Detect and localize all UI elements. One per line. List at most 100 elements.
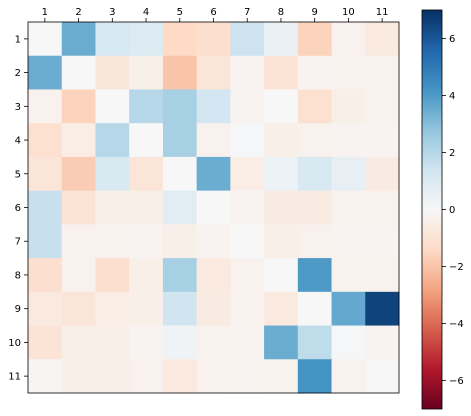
heatmap-cell-r1-c10 [331, 22, 366, 57]
heatmap-cell-r6-c5 [162, 190, 198, 225]
heatmap-cell-r6-c8 [264, 190, 299, 225]
colorbar-tick-label: 2 [449, 148, 455, 159]
y-tick-label: 1 [15, 34, 21, 45]
heatmap-cell-r7-c10 [331, 224, 366, 259]
heatmap-cell-r1-c3 [95, 22, 130, 57]
heatmap-cell-r9-c9 [297, 291, 333, 327]
heatmap-cell-r7-c9 [297, 224, 333, 259]
x-tick-label: 11 [376, 7, 389, 18]
colorbar-tick-label: 4 [449, 91, 455, 102]
heatmap-cell-r5-c1 [28, 156, 63, 192]
heatmap-cell-r1-c11 [365, 22, 400, 57]
heatmap-cell-r8-c5 [162, 258, 198, 293]
heatmap-cell-r5-c2 [61, 156, 96, 192]
x-tick-label: 1 [42, 7, 48, 18]
heatmap-cell-r4-c2 [61, 123, 96, 158]
y-tick-label: 11 [8, 372, 21, 383]
heatmap-cell-r5-c4 [129, 156, 164, 192]
heatmap-cell-r6-c4 [129, 190, 164, 225]
heatmap-cell-r4-c6 [196, 123, 231, 158]
heatmap-cell-r10-c3 [95, 325, 130, 360]
heatmap-cell-r7-c7 [230, 224, 265, 259]
heatmap-cell-r6-c10 [331, 190, 366, 225]
colorbar-tick-label: −2 [449, 262, 464, 273]
heatmap-cell-r11-c8 [264, 359, 299, 394]
heatmap-cell-r3-c4 [129, 89, 164, 124]
heatmap-cell-r9-c8 [264, 291, 299, 327]
heatmap-cell-r7-c11 [365, 224, 400, 259]
heatmap-cell-r9-c5 [162, 291, 198, 327]
heatmap-cell-r11-c5 [162, 359, 198, 394]
heatmap-cell-r4-c8 [264, 123, 299, 158]
heatmap-cell-r5-c8 [264, 156, 299, 192]
heatmap-cell-r11-c2 [61, 359, 96, 394]
heatmap-cell-r2-c4 [129, 55, 164, 90]
y-tick-label: 9 [15, 304, 21, 315]
heatmap-cell-r9-c2 [61, 291, 96, 327]
heatmap-cell-r7-c4 [129, 224, 164, 259]
heatmap-cell-r2-c11 [365, 55, 400, 90]
heatmap-cell-r2-c2 [61, 55, 96, 90]
x-tick-label: 7 [244, 7, 250, 18]
heatmap-cell-r7-c8 [264, 224, 299, 259]
x-tick-label: 4 [143, 7, 149, 18]
heatmap-cell-r2-c7 [230, 55, 265, 90]
heatmap-cell-r8-c6 [196, 258, 231, 293]
heatmap-cell-r3-c1 [28, 89, 63, 124]
heatmap-cell-r11-c4 [129, 359, 164, 394]
heatmap-cell-r4-c5 [162, 123, 198, 158]
heatmap-cell-r9-c3 [95, 291, 130, 327]
heatmap-cell-r6-c1 [28, 190, 63, 225]
x-axis-ticks: 1 2 3 4 5 6 7 8 9 10 11 [42, 7, 389, 22]
colorbar-ticks: −6 −4 −2 0 2 4 6 [442, 34, 464, 387]
heatmap-cell-r8-c3 [95, 258, 130, 293]
heatmap-cell-r10-c11 [365, 325, 400, 360]
heatmap-cell-r6-c3 [95, 190, 130, 225]
x-tick-label: 8 [278, 7, 284, 18]
heatmap-cell-r7-c1 [28, 224, 63, 259]
heatmap-cell-r5-c11 [365, 156, 400, 192]
heatmap-cell-r3-c8 [264, 89, 299, 124]
heatmap-cell-r2-c8 [264, 55, 299, 90]
heatmap-cell-r9-c7 [230, 291, 265, 327]
heatmap-cell-r8-c11 [365, 258, 400, 293]
heatmap-cell-r9-c6 [196, 291, 231, 327]
heatmap-cell-r9-c4 [129, 291, 164, 327]
heatmap-cell-r10-c8 [264, 325, 299, 360]
heatmap-cell-r4-c9 [297, 123, 333, 158]
heatmap-cell-r6-c6 [196, 190, 231, 225]
heatmap-cell-r11-c1 [28, 359, 63, 394]
x-tick-label: 10 [342, 7, 355, 18]
heatmap-cell-r3-c5 [162, 89, 198, 124]
heatmap-cell-r5-c10 [331, 156, 366, 192]
heatmap-cell-r1-c1 [28, 22, 63, 57]
heatmap-cell-r2-c9 [297, 55, 333, 90]
colorbar [422, 10, 442, 409]
heatmap-cell-r11-c9 [297, 359, 333, 394]
heatmap-cell-r10-c9 [297, 325, 333, 360]
x-tick-label: 2 [75, 7, 81, 18]
y-tick-label: 5 [15, 169, 21, 180]
heatmap-cell-r5-c9 [297, 156, 333, 192]
y-tick-label: 2 [15, 68, 21, 79]
heatmap-cell-r2-c6 [196, 55, 231, 90]
heatmap-cell-r10-c1 [28, 325, 63, 360]
heatmap-cell-r11-c6 [196, 359, 231, 394]
y-axis-ticks: 1 2 3 4 5 6 7 8 9 10 11 [8, 34, 28, 383]
y-tick-label: 4 [15, 136, 21, 147]
heatmap-cell-r10-c6 [196, 325, 231, 360]
x-tick-label: 3 [109, 7, 115, 18]
heatmap-cell-r11-c3 [95, 359, 130, 394]
heatmap-cell-r8-c10 [331, 258, 366, 293]
heatmap-cell-r7-c2 [61, 224, 96, 259]
heatmap-cell-r2-c1 [28, 55, 63, 90]
heatmap-cell-r7-c6 [196, 224, 231, 259]
heatmap-cell-r11-c10 [331, 359, 366, 394]
heatmap-cell-r9-c10 [331, 291, 366, 327]
heatmap-cell-r8-c2 [61, 258, 96, 293]
heatmap-cell-r1-c2 [61, 22, 96, 57]
heatmap-cell-r2-c3 [95, 55, 130, 90]
heatmap-cell-r9-c11 [365, 291, 400, 327]
heatmap-cell-r10-c7 [230, 325, 265, 360]
colorbar-tick-label: 6 [449, 34, 455, 45]
